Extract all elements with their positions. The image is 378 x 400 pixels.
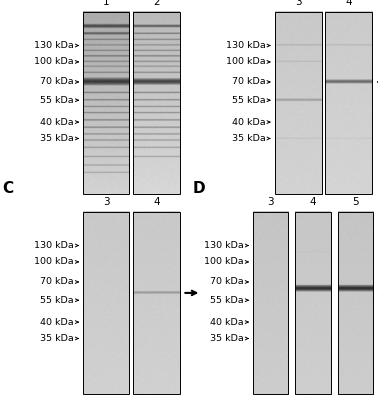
Text: 1: 1 [103, 0, 110, 7]
Text: 4: 4 [310, 197, 316, 207]
Text: 55 kDa: 55 kDa [232, 96, 265, 105]
Text: 3: 3 [267, 197, 274, 207]
Bar [325, 12, 372, 194]
Text: D: D [193, 181, 206, 196]
Text: 100 kDa: 100 kDa [204, 258, 244, 266]
Bar [253, 212, 288, 394]
Text: 40 kDa: 40 kDa [40, 318, 74, 326]
Text: C: C [2, 181, 13, 196]
Text: 70 kDa: 70 kDa [40, 78, 74, 86]
Bar [338, 212, 373, 394]
Bar [83, 12, 129, 194]
Text: 130 kDa: 130 kDa [34, 241, 74, 250]
Text: 4: 4 [345, 0, 352, 7]
Bar [133, 212, 180, 394]
Text: 4: 4 [153, 197, 160, 207]
Text: 130 kDa: 130 kDa [204, 241, 244, 250]
Text: 35 kDa: 35 kDa [210, 334, 244, 343]
Text: 70 kDa: 70 kDa [210, 278, 244, 286]
Text: 70 kDa: 70 kDa [232, 78, 265, 86]
Bar [83, 212, 129, 394]
Text: 100 kDa: 100 kDa [226, 58, 265, 66]
Text: 3: 3 [295, 0, 301, 7]
Text: 55 kDa: 55 kDa [40, 96, 74, 105]
Text: 55 kDa: 55 kDa [210, 296, 244, 305]
Text: 100 kDa: 100 kDa [34, 58, 74, 66]
Text: 40 kDa: 40 kDa [232, 118, 265, 126]
Text: 70 kDa: 70 kDa [40, 278, 74, 286]
Text: 40 kDa: 40 kDa [210, 318, 244, 326]
Text: 130 kDa: 130 kDa [34, 41, 74, 50]
Text: 2: 2 [153, 0, 160, 7]
Text: 100 kDa: 100 kDa [34, 258, 74, 266]
Bar [133, 12, 180, 194]
Text: 3: 3 [103, 197, 110, 207]
Text: 5: 5 [352, 197, 359, 207]
Text: 35 kDa: 35 kDa [40, 334, 74, 343]
Text: 35 kDa: 35 kDa [232, 134, 265, 143]
Text: 130 kDa: 130 kDa [226, 41, 265, 50]
Text: 35 kDa: 35 kDa [40, 134, 74, 143]
Text: 55 kDa: 55 kDa [40, 296, 74, 305]
Bar [295, 212, 331, 394]
Text: 40 kDa: 40 kDa [40, 118, 74, 126]
Bar [274, 12, 322, 194]
